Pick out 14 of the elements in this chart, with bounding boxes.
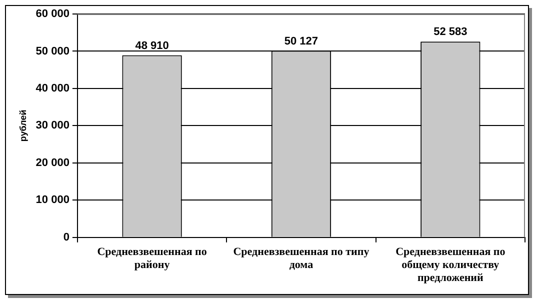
x-tick-label: Средневзвешенная по району (97, 246, 208, 272)
data-label: 50 127 (284, 35, 318, 48)
y-tick-label: 60 000 (36, 8, 70, 20)
y-tick-label: 0 (63, 231, 70, 244)
y-tick-label: 10 000 (36, 194, 70, 206)
x-tick-label: Средневзвешенная по типу дома (233, 246, 370, 272)
y-tick-label: 20 000 (36, 156, 70, 169)
y-tick-label: 40 000 (36, 82, 70, 94)
data-label: 52 583 (434, 26, 468, 38)
y-axis-title: рублей (18, 110, 28, 142)
y-tick-label: 30 000 (36, 120, 70, 132)
x-tick-label: Средневзвешенная по общему количеству предложений (396, 246, 506, 284)
data-label: 48 910 (135, 40, 169, 52)
y-tick-label: 50 000 (36, 45, 70, 58)
